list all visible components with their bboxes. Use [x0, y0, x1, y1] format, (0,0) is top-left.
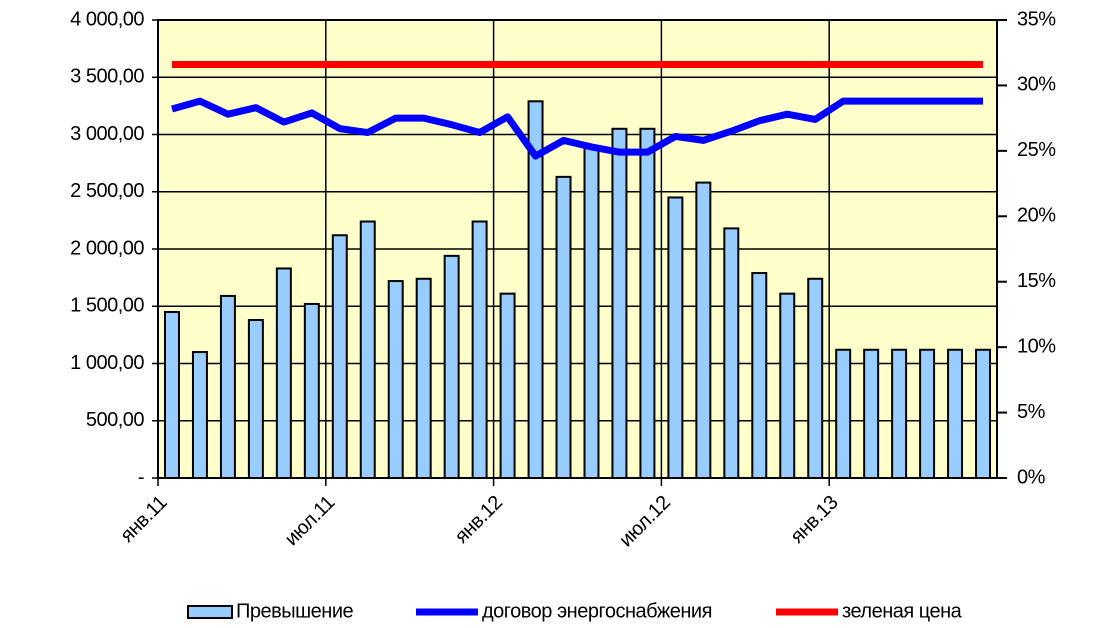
bar: [639, 127, 656, 479]
bar: [499, 292, 516, 479]
bar: [723, 227, 740, 479]
bar: [835, 348, 852, 480]
bar: [919, 348, 936, 480]
legend-label: договор энергоснабжения: [482, 600, 712, 622]
y2-tick-label: 0%: [1017, 466, 1046, 488]
bar: [863, 348, 880, 480]
y-tick-label: 3 000,00: [70, 123, 144, 145]
bar: [387, 280, 404, 479]
y-tick-label: 4 000,00: [70, 8, 144, 30]
plot-frame: [157, 19, 998, 479]
legend-swatch: [187, 605, 233, 619]
bar: [779, 292, 796, 479]
bar: [891, 348, 908, 480]
y-tick-label: 1 000,00: [70, 352, 144, 374]
y2-tick-label: 20%: [1017, 205, 1056, 227]
x-tick-label: июл.11: [281, 491, 340, 550]
y-tick-label: -: [138, 466, 144, 488]
bar: [751, 272, 768, 480]
bar: [667, 196, 684, 479]
x-tick-label: июл.12: [615, 491, 675, 551]
bar: [191, 351, 208, 479]
y2-tick-label: 15%: [1017, 270, 1056, 292]
y-tick-label: 2 000,00: [70, 237, 144, 259]
bar: [247, 318, 264, 479]
bar: [219, 294, 236, 479]
bar: [611, 127, 628, 479]
bar: [443, 254, 460, 479]
bar: [583, 144, 600, 479]
y-tick-label: 3 500,00: [70, 66, 144, 88]
y2-tick-label: 30%: [1017, 74, 1056, 96]
line-series: [171, 97, 984, 160]
bar: [947, 348, 964, 480]
y-tick-label: 1 500,00: [70, 295, 144, 317]
y2-tick-label: 10%: [1017, 335, 1056, 357]
bar: [695, 181, 712, 479]
x-tick-label: янв.11: [116, 491, 171, 546]
bar: [415, 277, 432, 479]
bar: [359, 220, 376, 480]
y2-tick-label: 5%: [1017, 401, 1046, 423]
bar: [555, 175, 572, 480]
bar: [807, 277, 824, 479]
bar: [163, 310, 180, 479]
y-tick-label: 2 500,00: [70, 180, 144, 202]
legend-label: Превышение: [236, 600, 354, 622]
y2-tick-label: 35%: [1017, 8, 1056, 30]
x-tick-label: янв.12: [451, 491, 507, 547]
bar: [975, 348, 992, 480]
bar: [471, 220, 488, 480]
bar: [303, 302, 320, 479]
bar: [275, 267, 292, 479]
legend-label: зеленая цена: [842, 600, 963, 622]
y-tick-label: 500,00: [86, 409, 145, 431]
bar: [331, 234, 348, 479]
y2-tick-label: 25%: [1017, 139, 1056, 161]
x-tick-label: янв.13: [786, 491, 842, 547]
